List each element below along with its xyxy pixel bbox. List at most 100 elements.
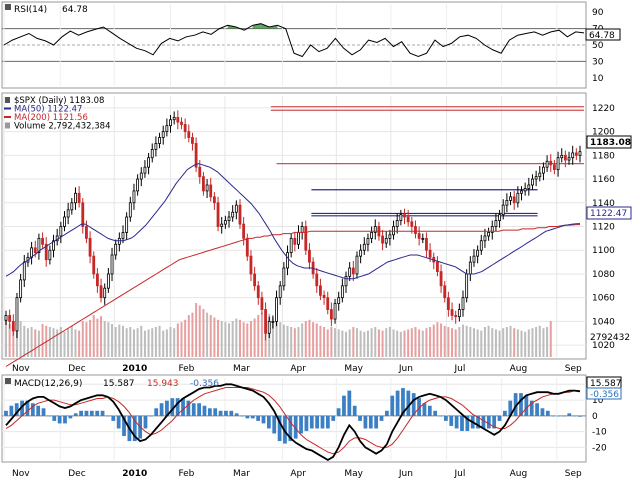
- volume-bar: [352, 327, 355, 357]
- candle-body: [249, 255, 253, 275]
- volume-bar: [23, 325, 26, 357]
- candle-body: [99, 285, 103, 299]
- volume-bar: [111, 324, 114, 357]
- candle-body: [202, 176, 205, 192]
- volume-bar: [78, 330, 81, 357]
- volume-bar: [520, 330, 523, 357]
- candle-body: [66, 209, 70, 218]
- candle-body: [260, 297, 264, 310]
- candle-body: [461, 297, 465, 310]
- macd-hist-bar: [52, 415, 57, 421]
- candle-body: [19, 279, 23, 299]
- candle-body: [158, 137, 161, 144]
- volume-bar: [246, 323, 249, 357]
- candle-body: [556, 157, 560, 170]
- candle-body: [150, 148, 154, 159]
- month-label: Dec: [68, 469, 85, 479]
- macd-hist-bar: [519, 393, 523, 416]
- volume-bar: [249, 321, 252, 357]
- macd-hist-bar: [4, 410, 8, 416]
- volume-bar: [52, 328, 55, 357]
- volume-bar: [48, 327, 51, 357]
- price-tick-label: 1040: [592, 317, 615, 327]
- macd-legend-signal: 15.943: [147, 379, 179, 389]
- macd-hist-bar: [325, 415, 330, 429]
- volume-bar: [301, 323, 304, 357]
- volume-bar: [505, 327, 508, 357]
- volume-bar: [169, 327, 172, 357]
- macd-tick-label: -20: [592, 443, 607, 453]
- rsi-tick-label: 90: [592, 8, 604, 18]
- macd-hist-bar: [524, 395, 529, 416]
- volume-bar: [191, 312, 194, 357]
- candle-body: [574, 152, 578, 156]
- candle-body: [348, 267, 352, 277]
- macd-legend-hist: -0.356: [190, 379, 219, 389]
- candle-body: [490, 226, 494, 233]
- candle-body: [454, 315, 458, 318]
- rsi-value-flag: 64.78: [585, 28, 621, 41]
- macd-hist-bar: [84, 410, 89, 416]
- volume-bar: [454, 329, 457, 357]
- macd-legend-marker: [5, 378, 11, 384]
- candle-body: [231, 211, 235, 218]
- volume-bar: [129, 327, 132, 357]
- macd-hist-bar: [476, 415, 480, 429]
- macd-hist-bar: [14, 403, 19, 416]
- volume-bar: [429, 327, 432, 357]
- volume-flag: 2792432: [590, 333, 630, 343]
- volume-bar: [271, 317, 274, 357]
- month-label: Mar: [233, 364, 250, 374]
- candle-body: [359, 249, 363, 257]
- volume-bar: [374, 327, 377, 357]
- month-label: Nov: [12, 469, 30, 479]
- candle-body: [293, 237, 297, 245]
- volume-bar: [392, 329, 395, 357]
- macd-hist-bar: [73, 413, 78, 416]
- volume-bar: [440, 323, 443, 357]
- macd-hist-bar: [578, 415, 582, 417]
- macd-hist-bar: [460, 415, 464, 431]
- volume-bar: [531, 328, 534, 357]
- macd-hist-bar: [175, 398, 180, 416]
- volume-bar: [89, 319, 92, 357]
- candle-body: [176, 116, 180, 123]
- volume-bar: [121, 325, 125, 357]
- month-label: Feb: [178, 364, 194, 374]
- price-flag-box: [586, 135, 632, 149]
- macd-hist-bar: [181, 398, 185, 416]
- macd-hist-bar: [358, 415, 362, 421]
- macd-hist-bar: [154, 408, 159, 416]
- macd-hist-bar: [417, 398, 421, 416]
- macd-hist-bar: [551, 415, 556, 417]
- candle-body: [381, 235, 384, 244]
- macd-hist-bar: [191, 403, 196, 416]
- candle-body: [278, 285, 282, 299]
- candle-body: [92, 255, 96, 275]
- price-tick-label: 1100: [592, 246, 615, 256]
- macd-hist-bar: [277, 415, 282, 442]
- macd-hist-bar: [401, 388, 405, 416]
- candle-body: [180, 121, 183, 125]
- month-label: Dec: [68, 364, 85, 374]
- volume-bar: [498, 330, 501, 357]
- volume-bar: [257, 315, 260, 357]
- volume-bar: [132, 329, 135, 357]
- candle-body: [315, 273, 319, 287]
- volume-bar: [348, 329, 351, 357]
- macd-hist-bar: [315, 415, 320, 429]
- rsi-flag-box: [585, 28, 621, 41]
- volume-bar: [524, 331, 527, 357]
- macd-hist-bar: [481, 415, 486, 429]
- candle-body: [403, 214, 406, 218]
- candle-body: [286, 252, 289, 269]
- volume-bar: [414, 327, 417, 357]
- candle-body: [183, 124, 187, 132]
- volume-flag-text: 2792432: [590, 333, 630, 343]
- ma50-flag: 1122.47: [586, 206, 632, 220]
- candle-body: [333, 303, 337, 320]
- candle-body: [125, 216, 129, 233]
- macd-hist-bar: [224, 410, 228, 416]
- macd-hist-bar: [422, 403, 427, 416]
